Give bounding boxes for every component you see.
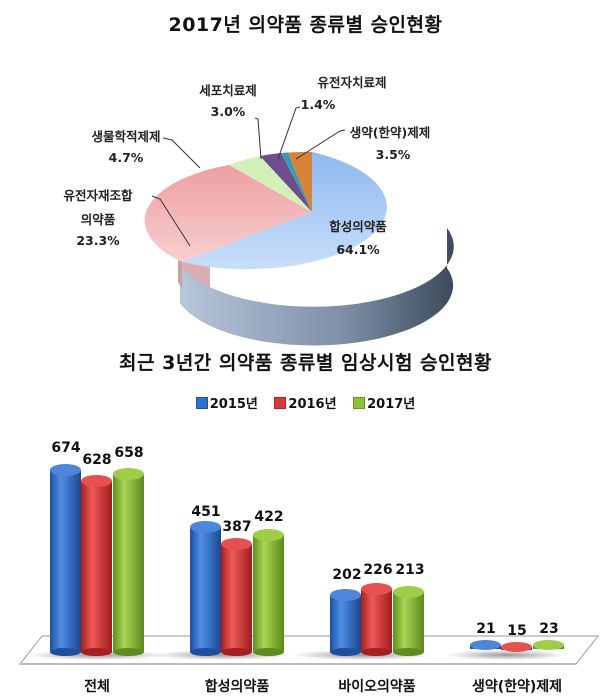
bar-chart-title: 최근 3년간 의약품 종류별 임상시험 승인현황 [119, 352, 492, 374]
legend-swatch-red-icon [274, 397, 287, 409]
slice-label-biologics: 생물학적제제 [91, 129, 161, 144]
slice-pct-recombinant: 23.3% [76, 233, 120, 248]
slice-label-recombinant-1: 유전자재조합 [63, 188, 133, 203]
legend-item-2015: 2015년 [195, 393, 258, 412]
category-label-total: 전체 [84, 679, 110, 695]
bar-value: 451 [191, 504, 221, 520]
bar-value: 674 [51, 440, 81, 456]
legend-item-2016: 2016년 [274, 393, 337, 412]
pie-chart-title: 2017년 의약품 종류별 승인현황 [168, 14, 443, 36]
bar-value: 213 [395, 562, 425, 578]
slice-pct-herbal: 3.5% [375, 147, 411, 162]
category-label-herbal: 생약(한약)제제 [471, 679, 563, 695]
legend-label: 2017년 [367, 397, 416, 412]
bar-value: 226 [363, 562, 393, 578]
bar-value: 387 [222, 519, 252, 535]
bar-value: 23 [539, 621, 559, 637]
slice-label-gene-therapy: 유전자치료제 [317, 75, 387, 90]
bar-value: 21 [476, 621, 496, 637]
slice-pct-gene-therapy: 1.4% [300, 97, 336, 112]
legend-label: 2016년 [288, 397, 337, 412]
slice-label-recombinant-2: 의약품 [80, 212, 116, 227]
slice-label-synthetic: 합성의약품 [329, 219, 387, 234]
legend-swatch-green-icon [353, 397, 366, 409]
category-label-bio: 바이오의약품 [338, 679, 416, 695]
bar-value: 628 [82, 452, 112, 468]
bar-legend: 2015년 2016년 2017년 [0, 393, 611, 412]
category-label-synthetic: 합성의약품 [204, 679, 270, 695]
legend-label: 2015년 [209, 397, 258, 412]
slice-pct-cell-therapy: 3.0% [210, 104, 246, 119]
slice-label-cell-therapy: 세포치료제 [199, 83, 257, 98]
legend-item-2017: 2017년 [353, 393, 415, 412]
bar-value: 15 [507, 623, 527, 639]
slice-pct-synthetic: 64.1% [336, 242, 380, 257]
legend-swatch-blue-icon [195, 397, 208, 409]
bar-value: 658 [114, 445, 144, 461]
slice-pct-biologics: 4.7% [108, 150, 144, 165]
slice-label-herbal: 생약(한약)제제 [349, 125, 431, 140]
bar-value: 422 [254, 509, 284, 525]
bar-value: 202 [332, 567, 362, 583]
